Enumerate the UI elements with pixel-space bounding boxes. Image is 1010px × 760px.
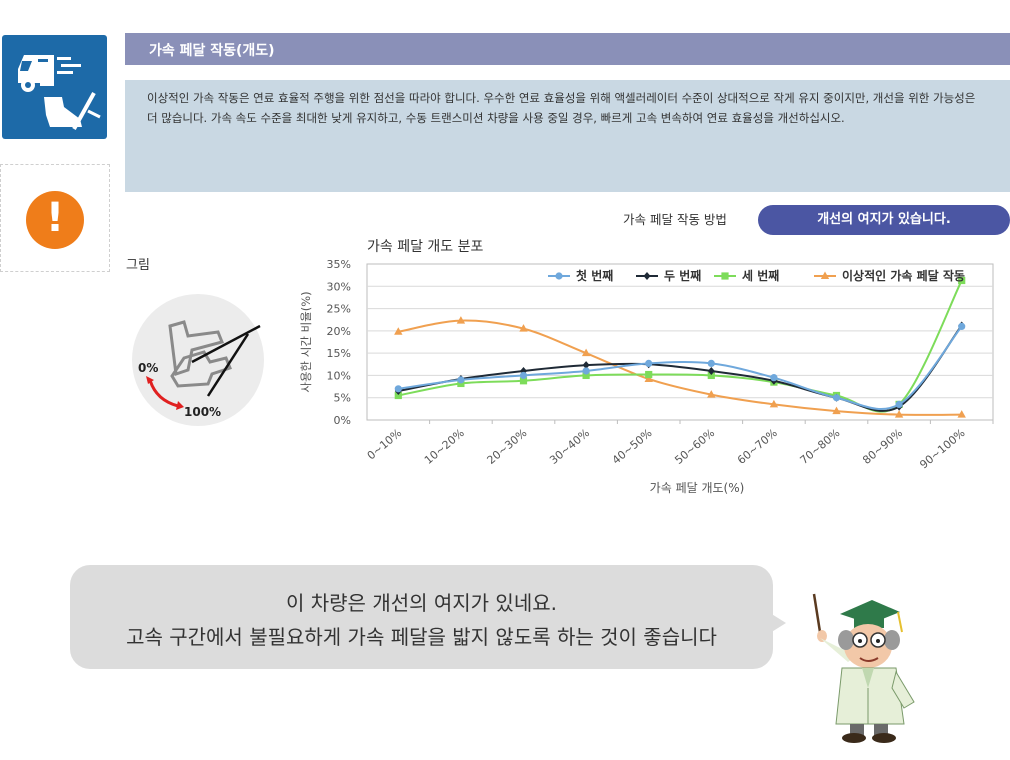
series-4: [394, 316, 966, 418]
x-tick-label: 60~70%: [735, 426, 780, 467]
data-point: [645, 359, 653, 367]
speech-bubble-tail: [770, 613, 786, 633]
y-tick-label: 20%: [327, 325, 351, 338]
series-line: [398, 324, 963, 412]
speech-line-1: 이 차량은 개선의 여지가 있네요.: [286, 591, 557, 615]
professor-character: [800, 592, 925, 744]
x-tick-label: 40~50%: [610, 426, 655, 467]
data-point: [457, 376, 465, 384]
series-line: [398, 319, 962, 416]
data-point: [394, 391, 402, 400]
data-point: [645, 370, 653, 379]
y-tick-label: 30%: [327, 280, 351, 293]
data-point: [958, 276, 966, 285]
data-point: [582, 371, 590, 380]
pedal-figure: 0% 100%: [126, 292, 271, 432]
data-point: [707, 366, 715, 375]
x-tick-label: 50~60%: [672, 426, 717, 467]
data-point: [832, 394, 841, 402]
x-tick-label: 90~100%: [917, 426, 967, 471]
data-point: [519, 377, 528, 385]
data-point: [394, 385, 402, 393]
series-1: [394, 322, 966, 410]
speech-line-2: 고속 구간에서 불필요하게 가속 페달을 밟지 않도록 하는 것이 좋습니다: [126, 625, 717, 649]
legend-item-1: 첫 번째: [548, 268, 613, 283]
data-point: [519, 371, 528, 380]
speech-bubble: 이 차량은 개선의 여지가 있네요. 고속 구간에서 불필요하게 가속 페달을 …: [70, 565, 773, 669]
x-tick-label: 20~30%: [485, 426, 530, 467]
y-tick-label: 15%: [327, 347, 351, 360]
y-tick-label: 10%: [327, 369, 351, 382]
data-point: [832, 406, 841, 415]
y-tick-label: 5%: [334, 392, 351, 405]
truck-accelerator-icon: [2, 35, 107, 139]
data-point: [582, 367, 590, 375]
data-point: [957, 410, 966, 418]
data-point: [456, 316, 466, 324]
x-tick-label: 30~40%: [547, 426, 592, 467]
x-tick-label: 10~20%: [422, 426, 467, 467]
figure-label: 그림: [126, 258, 150, 273]
data-point: [958, 322, 966, 330]
legend-marker: [643, 272, 651, 280]
data-point: [582, 361, 590, 370]
data-point: [894, 410, 904, 418]
legend-label: 이상적인 가속 페달 작동: [842, 268, 965, 283]
y-axis-label: 사용한 시간 비율(%): [299, 291, 313, 392]
chart-title: 가속 페달 개도 분포: [367, 239, 484, 255]
data-point: [895, 400, 903, 408]
description-text: 이상적인 가속 작동은 연료 효율적 주행을 위한 점선을 따라야 합니다. 우…: [125, 80, 1010, 192]
legend-item-4: 이상적인 가속 페달 작동: [814, 268, 965, 283]
legend-marker: [555, 272, 563, 280]
section-title: 가속 페달 작동(개도): [125, 33, 1010, 65]
x-axis-label: 가속 페달 개도(%): [650, 481, 745, 495]
legend-item-2: 두 번째: [636, 268, 701, 283]
x-tick-label: 70~80%: [798, 426, 843, 467]
data-point: [769, 399, 779, 408]
data-point: [707, 371, 715, 380]
legend-label: 첫 번째: [576, 268, 613, 283]
data-point: [644, 374, 653, 382]
legend-marker: [721, 272, 729, 280]
y-tick-label: 25%: [327, 303, 351, 316]
series-line: [398, 325, 963, 410]
data-point: [707, 359, 715, 367]
y-tick-label: 0%: [334, 414, 351, 427]
alert-panel: !: [0, 164, 110, 272]
legend-item-3: 세 번째: [714, 268, 779, 283]
legend-label: 세 번째: [742, 268, 779, 283]
data-point: [770, 374, 778, 382]
y-tick-label: 35%: [327, 258, 351, 271]
status-badge: 개선의 여지가 있습니다.: [758, 205, 1010, 235]
plot-area: [366, 263, 994, 421]
opening-distribution-chart: 가속 페달 개도 분포 0% 5% 10% 15% 20% 25% 30% 35% 0~10%…: [299, 239, 994, 495]
figure-max-label: 100%: [184, 405, 221, 419]
legend-label: 두 번째: [664, 268, 701, 283]
data-point: [394, 327, 403, 335]
data-point: [707, 390, 716, 398]
data-point: [581, 348, 591, 357]
legend-marker: [820, 271, 830, 279]
method-label: 가속 페달 작동 방법: [623, 212, 727, 227]
exclamation-icon: !: [26, 191, 84, 249]
x-tick-label: 80~90%: [860, 426, 905, 467]
x-tick-label: 0~10%: [365, 426, 405, 462]
data-point: [519, 324, 528, 332]
figure-min-label: 0%: [138, 361, 158, 375]
